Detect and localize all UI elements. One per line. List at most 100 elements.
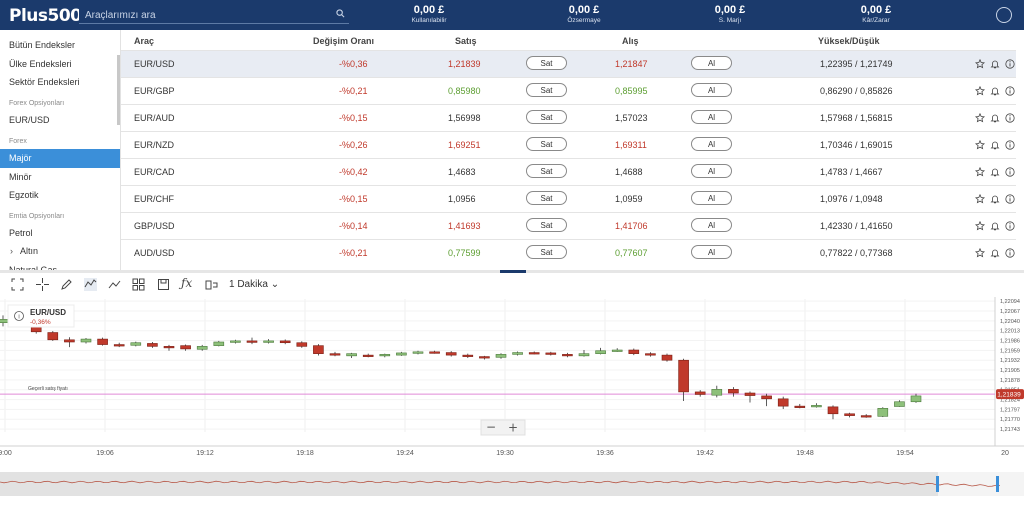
bell-icon[interactable] bbox=[990, 194, 1000, 204]
fullscreen-icon[interactable] bbox=[11, 278, 24, 291]
sell-button[interactable]: Sat bbox=[526, 137, 567, 151]
instrument-name[interactable]: EUR/CAD bbox=[134, 167, 175, 177]
sell-button[interactable]: Sat bbox=[526, 164, 567, 178]
bell-icon[interactable] bbox=[990, 86, 1000, 96]
search-box[interactable] bbox=[79, 6, 349, 24]
sidebar-item-eurusd-option[interactable]: EUR/USD bbox=[9, 115, 50, 125]
layout-grid-icon[interactable] bbox=[132, 278, 145, 291]
compare-icon[interactable] bbox=[205, 278, 218, 291]
col-high-low[interactable]: Yüksek/Düşük bbox=[818, 36, 880, 46]
indicators-icon[interactable] bbox=[108, 278, 121, 291]
panel-divider[interactable] bbox=[0, 270, 1024, 273]
buy-button[interactable]: Al bbox=[691, 164, 732, 178]
info-icon[interactable] bbox=[1005, 113, 1015, 123]
instrument-name[interactable]: GBP/USD bbox=[134, 221, 175, 231]
col-instrument[interactable]: Araç bbox=[134, 36, 155, 46]
info-icon[interactable] bbox=[1005, 194, 1015, 204]
sidebar-item-oil[interactable]: Petrol bbox=[9, 228, 33, 238]
info-icon[interactable] bbox=[1005, 86, 1015, 96]
instrument-name[interactable]: EUR/AUD bbox=[134, 113, 175, 123]
table-row[interactable]: EUR/AUD -%0,15 1,56998 Sat 1,57023 Al 1,57968 … bbox=[121, 104, 1016, 132]
table-row[interactable]: GBP/USD -%0,14 1,41693 Sat 1,41706 Al 1,42330 … bbox=[121, 212, 1016, 240]
crosshair-icon[interactable] bbox=[36, 278, 49, 291]
sidebar-item-gold[interactable]: › Altın bbox=[0, 242, 120, 261]
star-icon[interactable] bbox=[975, 221, 985, 231]
navigator-handle-left[interactable] bbox=[936, 476, 939, 492]
y-tick-label: 1,21770 bbox=[1000, 417, 1020, 423]
plus500-logo[interactable]: Plus500 bbox=[9, 6, 82, 26]
star-icon[interactable] bbox=[975, 113, 985, 123]
bell-icon[interactable] bbox=[990, 167, 1000, 177]
sidebar-scrollbar[interactable] bbox=[117, 55, 120, 125]
candle-body bbox=[860, 415, 872, 418]
search-icon[interactable] bbox=[336, 9, 345, 18]
col-buy[interactable]: Alış bbox=[622, 36, 639, 46]
buy-button[interactable]: Al bbox=[691, 56, 732, 70]
buy-button[interactable]: Al bbox=[691, 83, 732, 97]
bell-icon[interactable] bbox=[990, 59, 1000, 69]
candle-body bbox=[396, 352, 407, 356]
high-low-value: 1,70346 / 1,69015 bbox=[820, 140, 893, 150]
sidebar-item-all-indices[interactable]: Bütün Endeksler bbox=[9, 40, 76, 50]
star-icon[interactable] bbox=[975, 194, 985, 204]
chart-type-icon[interactable] bbox=[84, 278, 97, 291]
table-row[interactable]: EUR/CHF -%0,15 1,0956 Sat 1,0959 Al 1,0976 / 1… bbox=[121, 185, 1016, 213]
table-row[interactable]: EUR/CAD -%0,42 1,4683 Sat 1,4688 Al 1,4783 / 1… bbox=[121, 158, 1016, 186]
account-icon[interactable] bbox=[996, 7, 1012, 23]
buy-button[interactable]: Al bbox=[691, 110, 732, 124]
instrument-name[interactable]: EUR/GBP bbox=[134, 86, 175, 96]
buy-button[interactable]: Al bbox=[691, 245, 732, 259]
info-icon[interactable] bbox=[1005, 248, 1015, 258]
instrument-name[interactable]: AUD/USD bbox=[134, 248, 175, 258]
bell-icon[interactable] bbox=[990, 140, 1000, 150]
info-icon[interactable] bbox=[1005, 140, 1015, 150]
instrument-name[interactable]: EUR/USD bbox=[134, 59, 175, 69]
bell-icon[interactable] bbox=[990, 248, 1000, 258]
star-icon[interactable] bbox=[975, 248, 985, 258]
star-icon[interactable] bbox=[975, 86, 985, 96]
sell-button[interactable]: Sat bbox=[526, 110, 567, 124]
candle-body bbox=[894, 401, 905, 407]
col-change[interactable]: Değişim Oranı bbox=[313, 36, 375, 46]
sell-button[interactable]: Sat bbox=[526, 83, 567, 97]
divider-handle[interactable] bbox=[500, 270, 526, 273]
zoom-in-button[interactable]: + bbox=[508, 421, 518, 435]
star-icon[interactable] bbox=[975, 140, 985, 150]
sidebar-item-major[interactable]: Majör bbox=[0, 149, 120, 168]
instrument-name[interactable]: EUR/CHF bbox=[134, 194, 174, 204]
buy-button[interactable]: Al bbox=[691, 191, 732, 205]
function-icon[interactable]: ƒx bbox=[181, 276, 193, 290]
interval-select[interactable]: 1 Dakika ⌄ bbox=[229, 279, 279, 290]
info-icon[interactable] bbox=[1005, 221, 1015, 231]
save-icon[interactable] bbox=[157, 278, 170, 291]
price-chart[interactable]: 9:00 19:06 19:12 19:18 19:24 19:30 19:36 19:42 1… bbox=[0, 297, 1024, 462]
instrument-name[interactable]: EUR/NZD bbox=[134, 140, 174, 150]
sell-button[interactable]: Sat bbox=[526, 56, 567, 70]
table-row[interactable]: EUR/GBP -%0,21 0,85980 Sat 0,85995 Al 0,86290 … bbox=[121, 77, 1016, 105]
search-input[interactable] bbox=[83, 7, 327, 24]
bell-icon[interactable] bbox=[990, 221, 1000, 231]
star-icon[interactable] bbox=[975, 59, 985, 69]
info-icon[interactable] bbox=[1005, 59, 1015, 69]
table-row[interactable]: EUR/NZD -%0,26 1,69251 Sat 1,69311 Al 1,70346 … bbox=[121, 131, 1016, 159]
sell-button[interactable]: Sat bbox=[526, 191, 567, 205]
chart-navigator[interactable] bbox=[0, 470, 1024, 500]
table-row[interactable]: AUD/USD -%0,21 0,77599 Sat 0,77607 Al 0,77822 … bbox=[121, 239, 1016, 267]
navigator-handle-right[interactable] bbox=[996, 476, 999, 492]
sidebar-item-country-indices[interactable]: Ülke Endeksleri bbox=[9, 59, 72, 69]
sidebar-item-exotic[interactable]: Egzotik bbox=[9, 190, 39, 200]
sell-button[interactable]: Sat bbox=[526, 245, 567, 259]
sidebar-item-natural-gas[interactable]: Natural Gas bbox=[9, 265, 58, 270]
sidebar-item-minor[interactable]: Minör bbox=[9, 172, 32, 182]
bell-icon[interactable] bbox=[990, 113, 1000, 123]
sell-button[interactable]: Sat bbox=[526, 218, 567, 232]
draw-pencil-icon[interactable] bbox=[60, 278, 73, 291]
table-row[interactable]: EUR/USD -%0,36 1,21839 Sat 1,21847 Al 1,22395 … bbox=[121, 50, 1016, 78]
buy-button[interactable]: Al bbox=[691, 137, 732, 151]
info-icon[interactable] bbox=[1005, 167, 1015, 177]
col-sell[interactable]: Satış bbox=[455, 36, 477, 46]
zoom-out-button[interactable]: − bbox=[486, 420, 496, 434]
star-icon[interactable] bbox=[975, 167, 985, 177]
buy-button[interactable]: Al bbox=[691, 218, 732, 232]
sidebar-item-sector-indices[interactable]: Sektör Endeksleri bbox=[9, 77, 80, 87]
